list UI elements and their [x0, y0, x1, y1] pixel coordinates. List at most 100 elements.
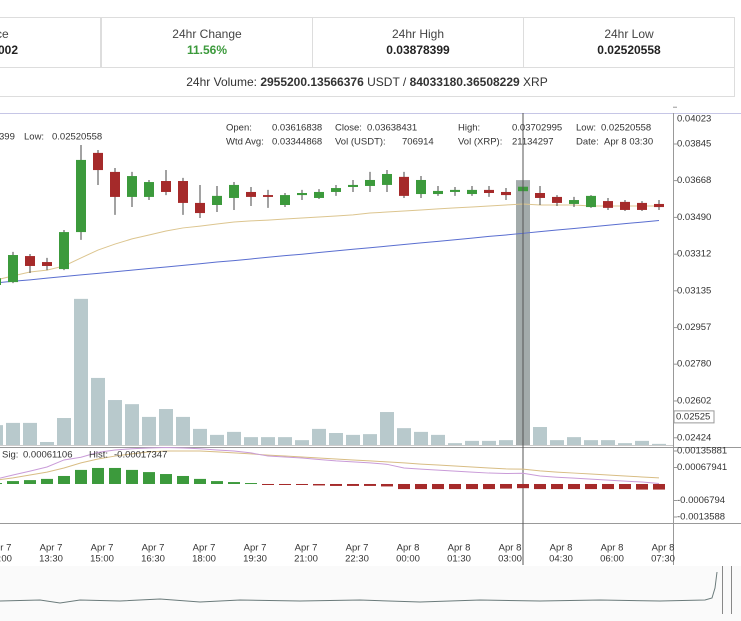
- macd-hist: [279, 483, 291, 485]
- stat-label: 24hr High: [391, 27, 445, 41]
- candle-body: [195, 202, 205, 214]
- candle-body: [59, 232, 69, 270]
- info-value: 0.03702995: [512, 123, 562, 134]
- candle-body: [314, 191, 324, 198]
- macd-hist: [517, 483, 529, 489]
- candle-body: [535, 193, 545, 198]
- x-tick-label: Apr 8: [550, 543, 573, 554]
- x-tick-label: Apr 8: [448, 543, 471, 554]
- x-tick-label: 06:00: [600, 554, 624, 565]
- macd-hist: [653, 483, 665, 490]
- x-tick-label: 12:00: [0, 554, 12, 565]
- volume-bar: [448, 443, 462, 445]
- candle-body: [297, 193, 307, 196]
- macd-hist: [245, 483, 257, 485]
- x-tick-label: 22:30: [345, 554, 369, 565]
- info-value: 21134297: [512, 137, 554, 148]
- x-tick-label: 16:30: [141, 554, 165, 565]
- volume-bar: [601, 440, 615, 445]
- candle-body: [161, 181, 171, 192]
- macd-hist: [313, 483, 325, 486]
- candle-body: [654, 203, 664, 208]
- candle-body: [382, 173, 392, 185]
- info-label: Date:: [576, 137, 599, 148]
- candle-body: [263, 195, 273, 197]
- volume-bar: [312, 428, 326, 445]
- x-tick-label: 04:30: [549, 554, 573, 565]
- info-value: 0.02520558: [601, 123, 651, 134]
- candle-body: [467, 189, 477, 195]
- macd-hist: [75, 469, 87, 484]
- volume-bar: [346, 434, 360, 445]
- macd-hist: [483, 483, 495, 490]
- y-tick-label: 0.04023: [677, 114, 711, 125]
- info-label: Close:: [335, 123, 362, 134]
- macd-hist: [330, 483, 342, 486]
- volume-bar: [210, 434, 224, 445]
- price-info: Open: 0.03616838 Close: 0.03638431 High:…: [0, 123, 653, 461]
- x-tick-label: Apr 8: [499, 543, 522, 554]
- candle-body: [93, 152, 103, 171]
- candle-body: [229, 184, 239, 198]
- macd-hist: [364, 483, 376, 486]
- y-tick-label: 0.00067941: [677, 462, 727, 473]
- candle-body: [0, 278, 1, 285]
- macd-hist: [636, 483, 648, 490]
- macd-hist: [551, 483, 563, 490]
- crosshair-label-bg: [673, 410, 715, 424]
- macd-hist: [500, 483, 512, 489]
- macd-hist: [24, 480, 36, 484]
- macd-value: -0.00017347: [114, 450, 167, 461]
- x-tick-label: Apr 7: [295, 543, 318, 554]
- macd-hist: [381, 483, 393, 487]
- volume-bar: [533, 427, 547, 445]
- macd-hist: [41, 478, 53, 484]
- y-tick-label: 0.03135: [677, 285, 711, 296]
- macd-hist: [160, 474, 172, 484]
- candle-body: [110, 171, 120, 197]
- y-tick-label: 0.02780: [677, 359, 711, 370]
- info-value: 0.03344868: [272, 137, 322, 148]
- volume-bar: [244, 437, 258, 445]
- moving-average: [0, 203, 659, 280]
- candle-body: [365, 179, 375, 186]
- plot-bg: [0, 113, 673, 565]
- volume-bar: [329, 433, 343, 445]
- macd-hist: [7, 481, 19, 484]
- candle-body: [25, 256, 35, 266]
- macd-hist: [126, 469, 138, 484]
- candle-body: [76, 159, 86, 233]
- x-tick-label: 15:00: [90, 554, 114, 565]
- macd-hist: [0, 483, 2, 485]
- macd-pane: 0.00135881 0.00067941 -0.0006794 -0.0013588: [0, 446, 727, 523]
- info-label: Vol (USDT):: [335, 137, 386, 148]
- volume-bar: [465, 440, 479, 445]
- volume-bar: [618, 443, 632, 445]
- macd-hist: [415, 483, 427, 490]
- volume-bar: [40, 442, 54, 445]
- x-tick-label: 13:30: [39, 554, 63, 565]
- x-tick-label: Apr 8: [601, 543, 624, 554]
- volume-bar: [176, 416, 190, 445]
- candle-body: [348, 184, 358, 188]
- candle-body: [637, 202, 647, 210]
- macd-label: Sig:: [2, 450, 18, 461]
- macd-hist: [262, 483, 274, 485]
- volume-bar: [6, 422, 20, 445]
- info-label: Vol (XRP):: [458, 137, 502, 148]
- volume-bar: [193, 428, 207, 445]
- candle-body: [586, 195, 596, 208]
- stat-value: 0.02520558: [597, 43, 661, 57]
- macd-hist: [398, 483, 410, 490]
- volume-bar: [635, 440, 649, 445]
- volume-bar: [295, 440, 309, 445]
- y-tick-label: 0.02424: [677, 432, 711, 443]
- candle-body: [212, 195, 222, 205]
- volume-bar: [159, 409, 173, 445]
- macd-line: [0, 447, 660, 485]
- stat-price: Price 0002: [0, 17, 101, 68]
- x-tick-label: Apr 7: [142, 543, 165, 554]
- volume-bar: [91, 377, 105, 445]
